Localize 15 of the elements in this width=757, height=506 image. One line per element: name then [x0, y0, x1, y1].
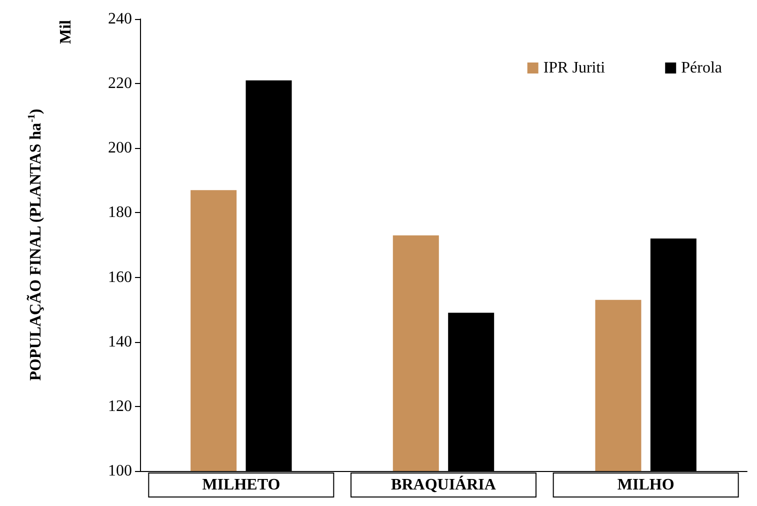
legend-label: IPR Juriti: [543, 60, 606, 76]
x-tick-label: MILHETO: [202, 476, 280, 494]
y-tick-label: 240: [108, 10, 132, 28]
y-tick-label: 160: [108, 268, 132, 286]
y-tick-label: 220: [108, 75, 132, 92]
y-tick-label: 180: [108, 204, 132, 222]
x-tick-label: BRAQUIÁRIA: [391, 476, 496, 494]
y-tick-label: 200: [108, 140, 132, 157]
text: Mil: [58, 19, 74, 44]
y-axis-title: POPULAÇÃO FINAL (PLANTAS ha-1): [26, 108, 44, 381]
y-tick-label: 140: [108, 333, 132, 350]
x-tick-label: MILHO: [617, 476, 674, 494]
y-tick-label: 120: [108, 398, 132, 415]
y-tick-label: 100: [108, 462, 132, 480]
legend-label: Pérola: [681, 60, 722, 76]
